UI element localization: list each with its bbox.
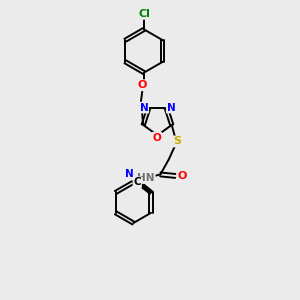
Text: C: C — [134, 177, 141, 187]
Text: N: N — [167, 103, 176, 112]
Text: N: N — [140, 103, 148, 112]
Text: S: S — [173, 136, 181, 146]
Text: N: N — [125, 169, 134, 179]
Text: O: O — [138, 80, 147, 90]
Text: O: O — [177, 171, 187, 181]
Text: O: O — [152, 133, 161, 143]
Text: Cl: Cl — [138, 9, 150, 19]
Text: HN: HN — [137, 173, 155, 183]
